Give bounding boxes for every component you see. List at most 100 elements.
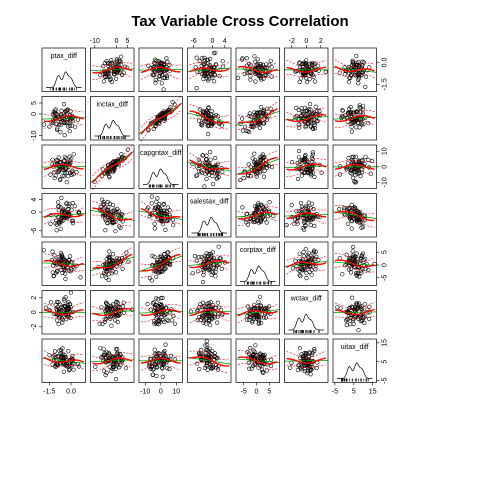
data-point — [149, 201, 154, 206]
data-point — [165, 59, 170, 65]
smooth-band-upper — [286, 208, 327, 212]
data-point — [110, 170, 116, 175]
data-point — [306, 251, 311, 256]
data-point — [204, 176, 209, 181]
data-point — [246, 162, 251, 167]
panel-ptax_diff-corptax_diff — [235, 47, 280, 92]
data-point — [106, 277, 111, 283]
data-point — [200, 170, 205, 175]
data-point — [268, 58, 273, 63]
data-point — [110, 167, 115, 172]
data-point — [361, 213, 366, 218]
data-point — [360, 220, 365, 225]
data-point — [155, 297, 161, 302]
data-point — [109, 57, 114, 63]
linear-fit-line — [332, 211, 377, 220]
data-point — [59, 219, 64, 224]
data-point — [200, 300, 205, 305]
panel-inctax_diff-ptax_diff — [41, 96, 86, 141]
data-point — [157, 255, 162, 260]
smooth-line — [334, 65, 375, 73]
data-point — [298, 76, 304, 81]
data-point — [196, 269, 201, 274]
data-point — [65, 120, 70, 125]
data-point — [66, 206, 71, 211]
data-point — [249, 123, 254, 128]
data-point — [52, 176, 57, 181]
data-point — [107, 254, 113, 260]
data-point — [53, 271, 59, 276]
data-point — [250, 354, 255, 360]
data-point — [349, 129, 355, 134]
linear-fit-line — [332, 66, 377, 73]
data-point — [154, 364, 159, 369]
data-point — [348, 270, 354, 275]
panel-capgntax_diff-corptax_diff — [235, 144, 280, 189]
data-point — [310, 62, 315, 67]
data-point — [306, 106, 311, 112]
smooth-band-lower — [140, 361, 181, 371]
panel-frame — [284, 338, 329, 383]
panel-frame — [332, 96, 377, 141]
data-point — [312, 79, 318, 84]
linear-fit-line — [41, 357, 86, 364]
smooth-line — [91, 151, 133, 184]
data-point — [213, 274, 218, 279]
data-point — [54, 306, 59, 312]
data-point — [313, 249, 319, 254]
data-point — [248, 77, 253, 82]
data-point — [313, 267, 318, 272]
data-point — [299, 204, 305, 209]
smooth-band-lower — [43, 119, 84, 129]
smooth-line — [92, 357, 133, 365]
data-point — [107, 249, 112, 254]
panel-ptax_diff-ptax_diff: ptax_diff — [41, 47, 86, 92]
data-point — [264, 368, 269, 373]
density-curve-wctax_diff — [288, 313, 324, 331]
data-point — [346, 221, 351, 226]
data-point — [240, 205, 245, 210]
smooth-line — [43, 212, 84, 218]
data-point — [101, 368, 107, 373]
panel-wctax_diff-salestax_diff — [187, 290, 232, 335]
data-point — [156, 318, 161, 323]
y-tick-label-corptax_diff: -5 — [382, 275, 389, 281]
panel-corptax_diff-wctax_diff — [284, 241, 329, 286]
smooth-line — [189, 356, 229, 367]
smooth-line — [237, 108, 278, 124]
density-curve-salestax_diff — [191, 216, 227, 234]
data-point — [114, 256, 119, 261]
data-point — [337, 172, 343, 177]
y-tick-label-uitax_diff: 15 — [382, 339, 389, 347]
panel-salestax_diff-capgntax_diff — [138, 193, 183, 238]
data-point — [367, 316, 372, 322]
panel-wctax_diff-wctax_diff: wctax_diff — [284, 290, 329, 335]
data-point — [170, 217, 176, 222]
data-point — [269, 65, 274, 70]
data-point — [56, 204, 61, 209]
smooth-band-upper — [238, 101, 278, 118]
panel-corptax_diff-inctax_diff — [90, 241, 135, 286]
data-point — [256, 299, 261, 304]
data-point — [368, 171, 373, 176]
data-point — [245, 222, 251, 227]
data-point — [255, 206, 260, 211]
data-point — [362, 302, 367, 307]
data-point — [58, 130, 63, 135]
data-point — [308, 206, 313, 211]
data-point — [307, 350, 313, 356]
data-point — [172, 357, 177, 362]
smooth-band-lower — [237, 314, 278, 324]
panel-capgntax_diff-inctax_diff — [90, 144, 135, 190]
data-point — [168, 353, 174, 359]
data-point — [63, 276, 68, 282]
y-tick-label-wctax_diff: 0 — [31, 310, 38, 314]
x-tick-label-corptax_diff: -5 — [241, 389, 247, 396]
data-point — [308, 372, 313, 377]
data-point — [367, 304, 372, 309]
data-point — [344, 252, 349, 257]
data-point — [348, 170, 353, 175]
data-point — [299, 113, 304, 118]
data-point — [308, 119, 313, 124]
data-point — [256, 63, 261, 69]
